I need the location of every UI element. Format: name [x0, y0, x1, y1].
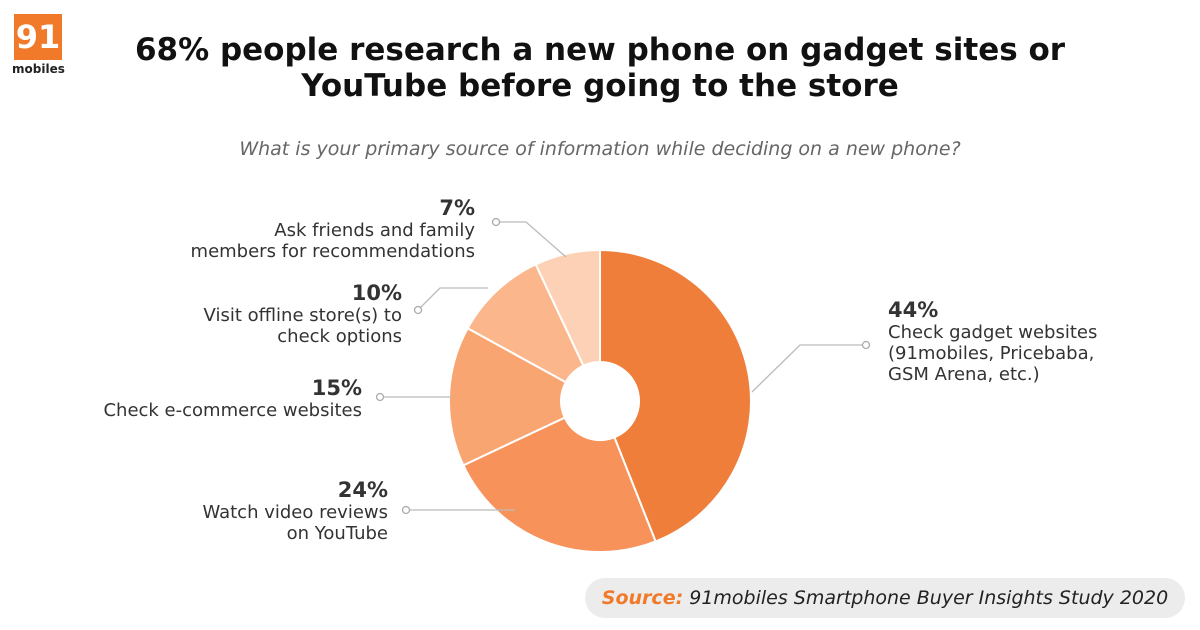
leader-line	[496, 221, 567, 258]
donut-slice	[462, 416, 657, 553]
donut-slice	[466, 263, 585, 384]
source: Source: 91mobiles Smartphone Buyer Insig…	[585, 578, 1185, 618]
logo-name: mobiles	[12, 62, 65, 76]
value-label: 10%	[351, 281, 402, 305]
category-label: Check gadget websites (91mobiles, Priceb…	[888, 322, 1098, 385]
slice-label: 10% Visit offline store(s) to check optio…	[204, 281, 402, 347]
category-label: Ask friends and family members for recom…	[190, 220, 475, 262]
donut-slice	[534, 248, 601, 368]
slice-label: 7% Ask friends and family members for rec…	[191, 196, 475, 262]
category-label: Check e-commerce websites	[103, 400, 362, 421]
donut-slice	[599, 248, 752, 543]
donut-slice	[448, 326, 568, 467]
slice-label: 24% Watch video reviews on YouTube	[202, 478, 388, 544]
leader-line	[417, 287, 488, 311]
leader-dot	[861, 340, 871, 350]
slice-label: 15% Check e-commerce websites	[103, 376, 362, 421]
chart-title: 68% people research a new phone on gadge…	[134, 32, 1066, 104]
leader-dot	[401, 505, 411, 515]
category-label: Visit offline store(s) to check options	[203, 305, 402, 347]
chart-subtitle: What is your primary source of informati…	[239, 138, 961, 160]
value-label: 7%	[439, 196, 475, 220]
leader-line	[751, 344, 866, 393]
logo-number: 91	[14, 14, 62, 60]
value-label: 15%	[311, 376, 362, 400]
slice-label: 44% Check gadget websites (91mobiles, Pri…	[888, 298, 1097, 385]
value-label: 44%	[888, 298, 939, 322]
leader-dot	[413, 305, 423, 315]
source-text: 91mobiles Smartphone Buyer Insights Stud…	[689, 587, 1169, 609]
leader-dot	[491, 217, 501, 227]
value-label: 24%	[337, 478, 388, 502]
leader-dot	[375, 392, 385, 402]
source-label: Source:	[601, 587, 684, 609]
category-label: Watch video reviews on YouTube	[202, 502, 388, 544]
